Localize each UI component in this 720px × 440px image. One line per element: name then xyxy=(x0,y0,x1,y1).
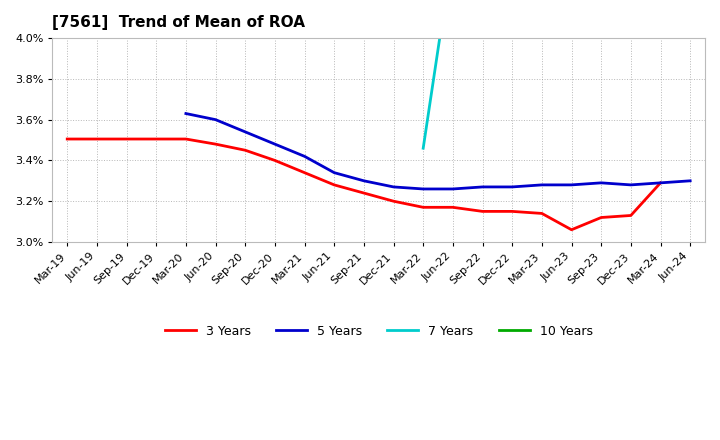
3 Years xyxy=(63,136,71,142)
3 Years xyxy=(419,205,428,210)
5 Years xyxy=(211,117,220,122)
3 Years xyxy=(478,209,487,214)
5 Years xyxy=(419,186,428,191)
Legend: 3 Years, 5 Years, 7 Years, 10 Years: 3 Years, 5 Years, 7 Years, 10 Years xyxy=(160,319,598,343)
5 Years xyxy=(449,186,457,191)
Text: [7561]  Trend of Mean of ROA: [7561] Trend of Mean of ROA xyxy=(53,15,305,30)
7 Years xyxy=(419,146,428,151)
3 Years xyxy=(449,205,457,210)
3 Years xyxy=(390,198,398,204)
Line: 7 Years: 7 Years xyxy=(423,0,690,148)
5 Years xyxy=(567,182,576,187)
3 Years xyxy=(181,136,190,142)
5 Years xyxy=(656,180,665,186)
3 Years xyxy=(656,180,665,186)
5 Years xyxy=(181,111,190,116)
5 Years xyxy=(271,142,279,147)
5 Years xyxy=(478,184,487,190)
3 Years xyxy=(330,182,338,187)
3 Years xyxy=(626,213,635,218)
3 Years xyxy=(271,158,279,163)
3 Years xyxy=(359,191,368,196)
3 Years xyxy=(597,215,606,220)
5 Years xyxy=(686,178,695,183)
3 Years xyxy=(300,170,309,175)
5 Years xyxy=(390,184,398,190)
3 Years xyxy=(211,142,220,147)
3 Years xyxy=(508,209,516,214)
3 Years xyxy=(241,147,250,153)
5 Years xyxy=(359,178,368,183)
5 Years xyxy=(241,129,250,135)
Line: 3 Years: 3 Years xyxy=(67,139,660,230)
3 Years xyxy=(567,227,576,232)
5 Years xyxy=(538,182,546,187)
3 Years xyxy=(152,136,161,142)
5 Years xyxy=(626,182,635,187)
5 Years xyxy=(597,180,606,186)
3 Years xyxy=(538,211,546,216)
5 Years xyxy=(508,184,516,190)
Line: 5 Years: 5 Years xyxy=(186,114,690,189)
3 Years xyxy=(93,136,102,142)
3 Years xyxy=(122,136,131,142)
5 Years xyxy=(330,170,338,175)
5 Years xyxy=(300,154,309,159)
